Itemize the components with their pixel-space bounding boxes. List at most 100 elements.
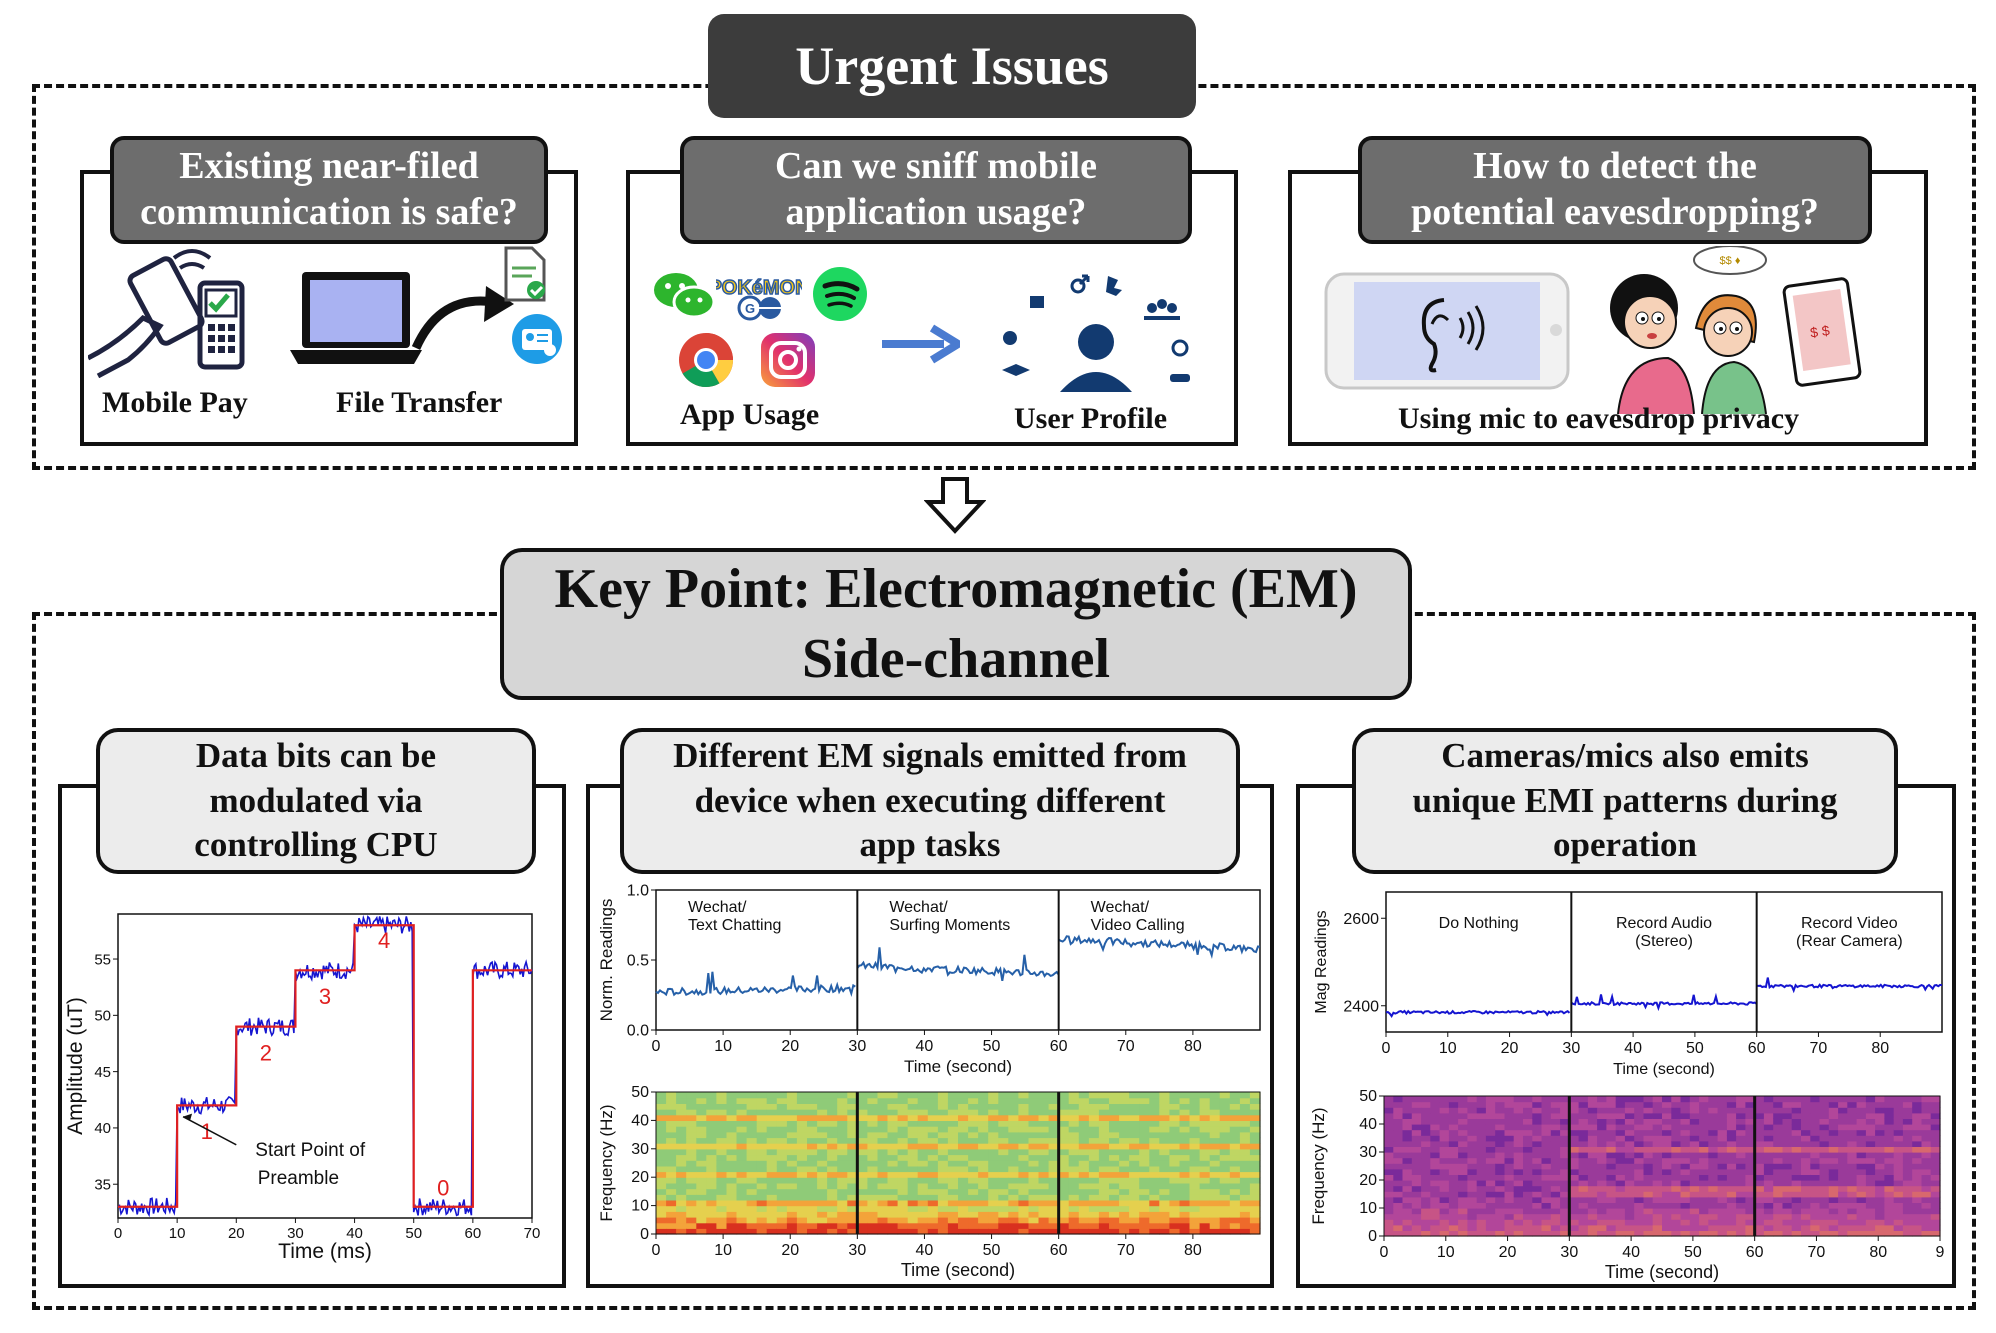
heatmap-cell [857,1131,868,1139]
heatmap-cell [1199,1109,1211,1116]
heatmap-cell [1902,1219,1913,1226]
heatmap-cell [676,1228,687,1235]
heatmap-cell [1199,1205,1211,1212]
heatmap-cell [1485,1185,1496,1192]
heatmap-cell [1810,1196,1821,1203]
heatmap-cell [1239,1103,1251,1110]
heatmap-cell [1159,1092,1170,1099]
heatmap-cell [666,1228,677,1235]
heatmap-cell [867,1188,879,1195]
heatmap-cell [887,1177,899,1184]
heatmap-cell [1219,1188,1231,1195]
heatmap-cell [696,1205,707,1212]
heatmap-cell [897,1222,909,1229]
heatmap-cell [1652,1219,1663,1226]
heatmap-cell [696,1222,707,1229]
heatmap-cell [1149,1097,1160,1104]
heatmap-cell [1476,1107,1487,1114]
heatmap-cell [1838,1163,1848,1170]
heatmap-cell [1708,1191,1719,1198]
heatmap-cell [706,1228,717,1235]
heatmap-cell [827,1160,838,1167]
heatmap-cell [1615,1140,1626,1147]
heatmap-cell [1199,1143,1211,1150]
heatmap-cell [1485,1135,1496,1142]
heatmap-cell [796,1188,808,1195]
heatmap-cell [1402,1152,1413,1159]
heatmap-cell [726,1148,738,1156]
heatmap-cell [1068,1131,1080,1139]
heatmap-cell [1847,1224,1858,1231]
heatmap-cell [877,1199,889,1207]
heatmap-cell [1819,1230,1830,1237]
heatmap-cell [1875,1180,1885,1187]
heatmap-cell [1652,1168,1663,1175]
heatmap-cell [1249,1194,1261,1201]
heatmap-cell [1791,1152,1802,1159]
heatmap-cell [1239,1126,1251,1133]
heatmap-cell [1448,1129,1459,1136]
heatmap-cell [1643,1129,1654,1136]
heatmap-cell [1745,1124,1756,1131]
heatmap-cell [1680,1224,1691,1231]
heatmap-cell [1109,1177,1120,1184]
plot-frame [117,913,533,1219]
heatmap-cell [947,1177,959,1184]
heatmap-cell [1467,1140,1478,1147]
heatmap-cell [917,1092,929,1099]
heatmap-cell [1393,1208,1404,1215]
heatmap-cell [1393,1124,1404,1131]
panel-app-tasks-title: Different EM signals emitted from device … [620,728,1240,874]
heatmap-cell [1652,1202,1663,1209]
heatmap-cell [1523,1180,1533,1187]
heatmap-cell [1467,1168,1478,1175]
heatmap-cell [1058,1092,1070,1099]
heatmap-cell [1249,1114,1261,1121]
heatmap-cell [1109,1194,1120,1201]
heatmap-cell [1615,1208,1626,1215]
heatmap-cell [1754,1129,1765,1136]
heatmap-cell [1189,1217,1201,1224]
heatmap-cell [1921,1107,1932,1114]
heatmap-cell [1884,1185,1895,1192]
heatmap-cell [867,1097,879,1104]
heatmap-cell [1430,1224,1441,1231]
heatmap-cell [1689,1196,1700,1203]
heatmap-cell [1078,1188,1090,1195]
heatmap-cell [1139,1154,1150,1161]
heatmap-cell [1606,1107,1617,1114]
heatmap-cell [1239,1131,1251,1139]
heatmap-cell [1129,1137,1140,1144]
heatmap-cell [1810,1208,1821,1215]
heatmap-cell [1560,1157,1570,1164]
x-tick-label: 20 [1501,1040,1519,1057]
heatmap-cell [1219,1154,1231,1161]
heatmap-cell [1680,1174,1691,1181]
heatmap-cell [1219,1103,1231,1110]
heatmap-cell [1159,1194,1170,1201]
heatmap-cell [696,1160,707,1167]
heatmap-cell [1139,1137,1150,1144]
heatmap-cell [1773,1140,1784,1147]
heatmap-cell [1717,1140,1728,1147]
heatmap-cell [1662,1202,1672,1209]
heatmap-cell [1541,1219,1552,1226]
heatmap-cell [1038,1114,1050,1121]
heatmap-cell [1930,1129,1941,1136]
heatmap-cell [796,1103,808,1110]
heatmap-cell [1149,1131,1160,1139]
heatmap-cell [746,1120,758,1127]
heatmap-cell [1411,1219,1422,1226]
heatmap-cell [1856,1196,1867,1203]
heatmap-cell [1782,1112,1793,1119]
heatmap-cell [766,1097,778,1104]
heatmap-cell [1119,1148,1130,1156]
heatmap-cell [978,1165,989,1173]
heatmap-cell [1875,1230,1885,1237]
heatmap-cell [1615,1157,1626,1164]
heatmap-cell [1078,1114,1090,1121]
heatmap-cell [1139,1199,1150,1207]
heatmap-cell [1008,1217,1019,1224]
heatmap-cell [1624,1152,1635,1159]
heatmap-cell [1587,1191,1598,1198]
